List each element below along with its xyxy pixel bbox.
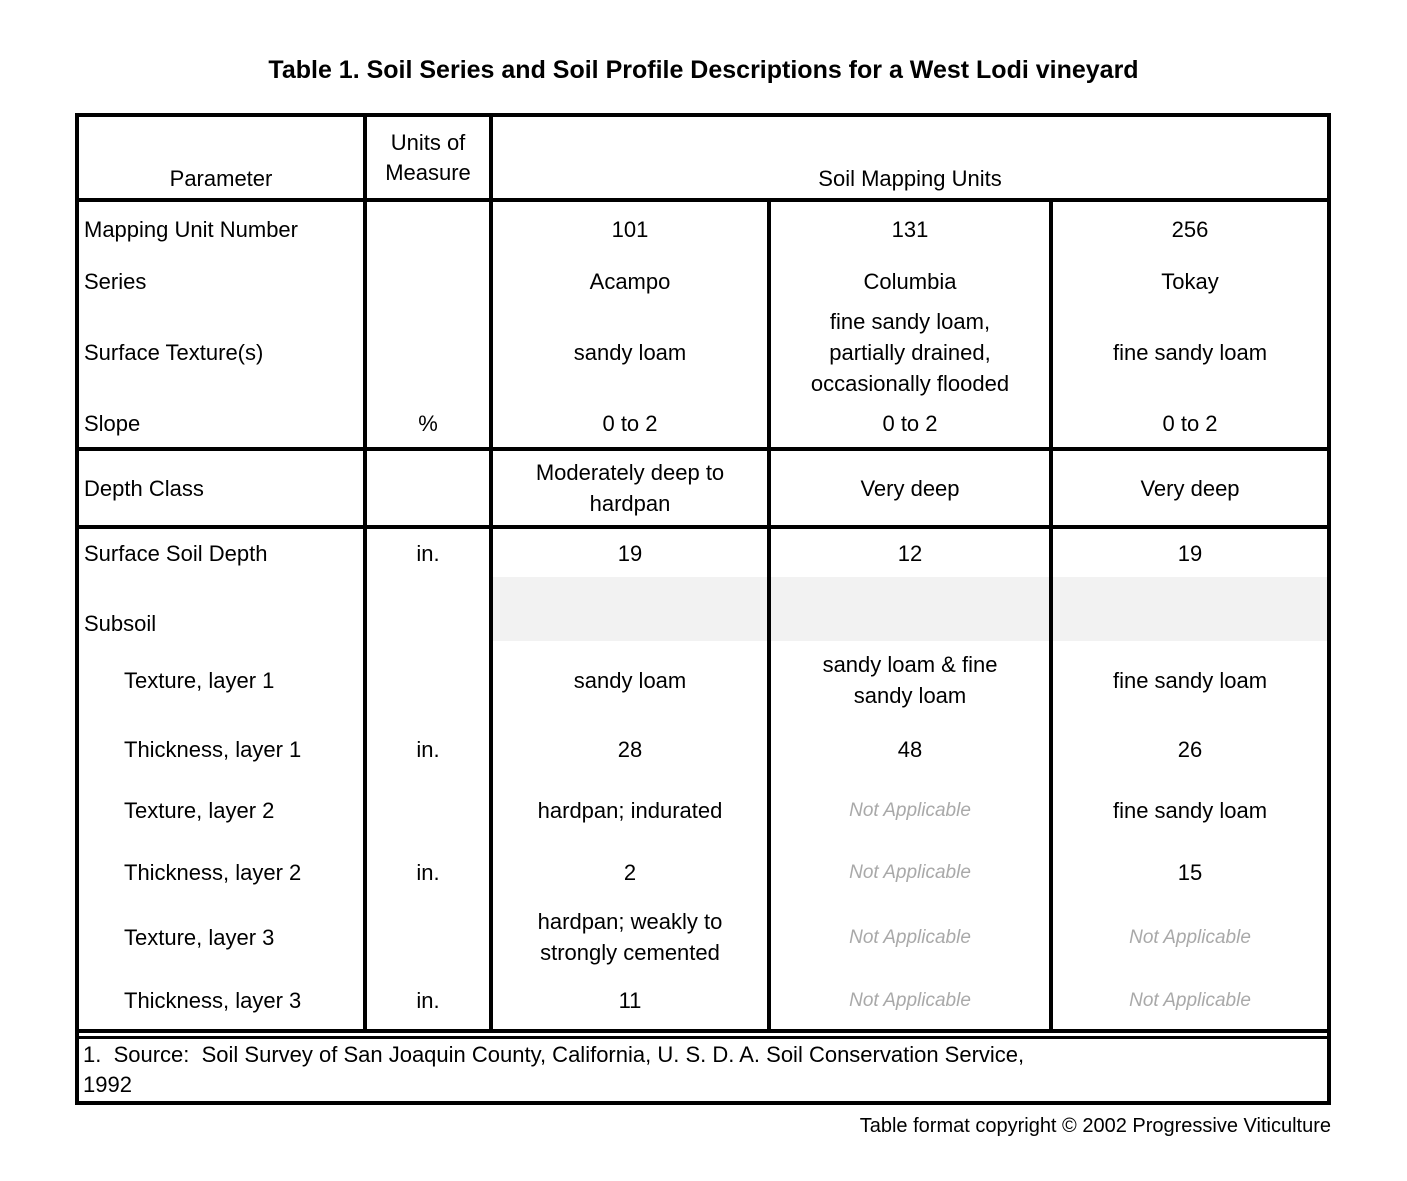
footnote-row: 1. Source: Soil Survey of San Joaquin Co… — [79, 1036, 1328, 1101]
table-row: Thickness, layer 3 in. 11 Not Applicable… — [79, 971, 1328, 1033]
row-label: Thickness, layer 2 — [124, 859, 302, 885]
not-applicable-cell: Not Applicable — [1049, 971, 1328, 1033]
row-units: in. — [363, 841, 489, 903]
value-cell: hardpan; weakly to strongly cemented — [489, 903, 767, 971]
table-row-depth-class: Depth Class Moderately deep to hardpan V… — [79, 447, 1328, 529]
table-row: Mapping Unit Number 101 131 256 — [79, 202, 1327, 256]
row-label: Surface Soil Depth — [84, 540, 268, 566]
row-units — [363, 306, 489, 399]
value-cell: sandy loam — [489, 641, 767, 719]
value-cell: 131 — [767, 202, 1049, 256]
table-header-row: Parameter Units of Measure Soil Mapping … — [79, 117, 1328, 202]
value-cell: Columbia — [767, 256, 1049, 306]
not-applicable-cell: Not Applicable — [767, 971, 1049, 1033]
row-label: Texture, layer 3 — [124, 924, 275, 950]
value-cell: Tokay — [1049, 256, 1327, 306]
value-cell: 28 — [489, 719, 767, 779]
table-row-subsoil: Subsoil — [79, 577, 1328, 641]
value-cell: Very deep — [1049, 447, 1328, 529]
shaded-cell — [1049, 577, 1328, 641]
value-cell: 101 — [489, 202, 767, 256]
value-cell: 2 — [489, 841, 767, 903]
value-cell: 19 — [489, 529, 767, 577]
not-applicable-cell: Not Applicable — [767, 779, 1049, 841]
value-cell: 26 — [1049, 719, 1327, 779]
row-units: in. — [363, 529, 489, 577]
value-cell: 19 — [1049, 529, 1327, 577]
table-row: Texture, layer 3 hardpan; weakly to stro… — [79, 903, 1327, 971]
row-label: Slope — [84, 410, 141, 436]
row-label: Texture, layer 2 — [124, 797, 275, 823]
row-units: in. — [363, 971, 489, 1033]
value-cell: Moderately deep to hardpan — [489, 447, 767, 529]
value-cell: fine sandy loam — [1049, 641, 1327, 719]
value-cell: 12 — [767, 529, 1049, 577]
row-units — [363, 577, 489, 641]
table-row: Series Acampo Columbia Tokay — [79, 256, 1327, 306]
row-units — [363, 256, 489, 306]
shaded-cell — [489, 577, 767, 641]
table-row: Slope % 0 to 2 0 to 2 0 to 2 — [79, 399, 1327, 447]
table-row: Surface Soil Depth in. 19 12 19 — [79, 529, 1327, 577]
value-cell: hardpan; indurated — [489, 779, 767, 841]
not-applicable-cell: Not Applicable — [1049, 903, 1327, 971]
table-row: Texture, layer 1 sandy loam sandy loam &… — [79, 641, 1327, 719]
value-cell: 15 — [1049, 841, 1327, 903]
table-row: Surface Texture(s) sandy loam fine sandy… — [79, 306, 1327, 399]
value-cell: 0 to 2 — [767, 399, 1049, 447]
value-cell: 48 — [767, 719, 1049, 779]
soil-profile-table: Parameter Units of Measure Soil Mapping … — [75, 113, 1332, 1105]
value-cell: 11 — [489, 971, 767, 1033]
row-units — [363, 903, 489, 971]
value-cell: sandy loam & fine sandy loam — [767, 641, 1049, 719]
row-label: Thickness, layer 1 — [124, 736, 302, 762]
row-units — [363, 202, 489, 256]
row-units: % — [363, 399, 489, 447]
value-cell: fine sandy loam — [1049, 779, 1327, 841]
value-cell: Very deep — [767, 447, 1049, 529]
value-cell: Acampo — [489, 256, 767, 306]
row-label: Thickness, layer 3 — [79, 971, 363, 1033]
header-soil-mapping-units: Soil Mapping Units — [489, 117, 1328, 202]
value-cell: 0 to 2 — [1049, 399, 1327, 447]
table-row: Thickness, layer 1 in. 28 48 26 — [79, 719, 1327, 779]
footnote: 1. Source: Soil Survey of San Joaquin Co… — [79, 1036, 1328, 1101]
row-units — [363, 447, 489, 529]
value-cell: fine sandy loam — [1049, 306, 1327, 399]
value-cell: fine sandy loam, partially drained, occa… — [767, 306, 1049, 399]
row-units: in. — [363, 719, 489, 779]
row-units — [363, 779, 489, 841]
row-label: Surface Texture(s) — [84, 340, 264, 365]
table-title: Table 1. Soil Series and Soil Profile De… — [268, 56, 1139, 84]
table-row: Texture, layer 2 hardpan; indurated Not … — [79, 779, 1327, 841]
row-label: Depth Class — [79, 447, 363, 529]
table-row: Thickness, layer 2 in. 2 Not Applicable … — [79, 841, 1327, 903]
row-label: Texture, layer 1 — [124, 667, 275, 693]
value-cell: 0 to 2 — [489, 399, 767, 447]
header-units-of-measure: Units of Measure — [363, 117, 489, 202]
copyright-note: Table format copyright © 2002 Progressiv… — [859, 1115, 1331, 1137]
header-parameter: Parameter — [79, 117, 363, 202]
shaded-cell — [767, 577, 1049, 641]
value-cell: 256 — [1049, 202, 1327, 256]
not-applicable-cell: Not Applicable — [767, 903, 1049, 971]
value-cell: sandy loam — [489, 306, 767, 399]
row-label: Subsoil — [84, 611, 157, 636]
row-units — [363, 641, 489, 719]
row-label: Series — [84, 268, 147, 294]
not-applicable-cell: Not Applicable — [767, 841, 1049, 903]
row-label: Mapping Unit Number — [84, 216, 298, 242]
